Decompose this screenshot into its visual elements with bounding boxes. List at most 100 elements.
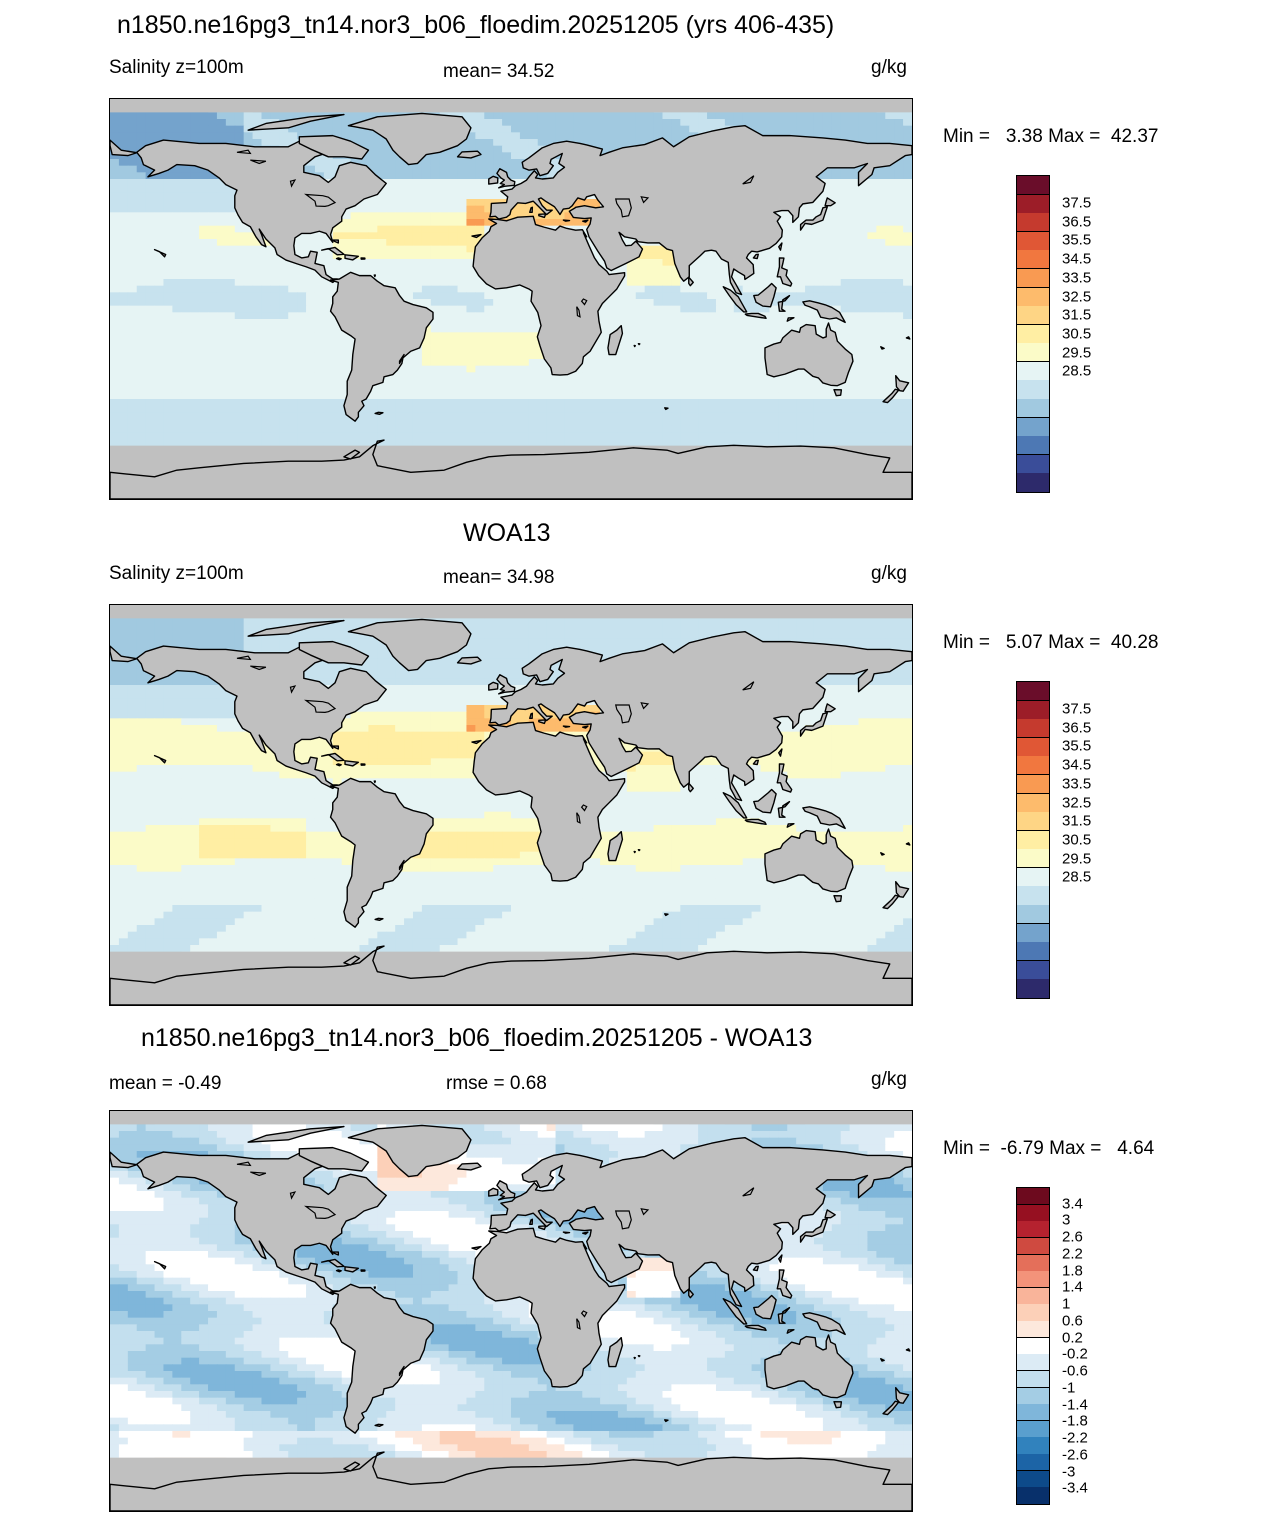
colorbar-tick-label: 35.5 <box>1062 737 1092 755</box>
colorbar-swatch <box>1017 793 1049 813</box>
colorbar-swatch <box>1017 923 1049 943</box>
colorbar-swatch <box>1017 1337 1049 1355</box>
map-plot <box>110 1111 912 1511</box>
colorbar-tick-label: 31.5 <box>1062 812 1092 830</box>
colorbar-tick-label: 34.5 <box>1062 756 1092 774</box>
colorbar-swatch <box>1017 324 1049 344</box>
colorbar-tick-label: 3 <box>1062 1211 1071 1229</box>
colorbar-swatch <box>1017 343 1049 363</box>
colorbar-swatch <box>1017 1204 1049 1222</box>
colorbar-swatch <box>1017 682 1049 702</box>
panel-2-colorbar <box>1016 681 1050 999</box>
panel-2-mean-label: mean= 34.98 <box>443 567 555 588</box>
panel-1-colorbar <box>1016 175 1050 493</box>
panel-3-title: n1850.ne16pg3_tn14.nor3_b06_floedim.2025… <box>141 1024 813 1052</box>
panel-1-title: n1850.ne16pg3_tn14.nor3_b06_floedim.2025… <box>117 11 835 39</box>
colorbar-tick-label: 28.5 <box>1062 868 1092 886</box>
colorbar-tick-label: 32.5 <box>1062 794 1092 812</box>
colorbar-tick-label: 29.5 <box>1062 850 1092 868</box>
colorbar-swatch <box>1017 1470 1049 1488</box>
colorbar-swatch <box>1017 1354 1049 1372</box>
colorbar-swatch <box>1017 867 1049 887</box>
colorbar-tick-label: 0.6 <box>1062 1312 1083 1330</box>
panel-2-variable-label: Salinity z=100m <box>109 563 244 584</box>
panel-2-units-label: g/kg <box>871 563 907 584</box>
colorbar-tick-label: 34.5 <box>1062 250 1092 268</box>
colorbar-swatch <box>1017 1287 1049 1305</box>
colorbar-swatch <box>1017 719 1049 739</box>
colorbar-tick-label: 1.4 <box>1062 1278 1083 1296</box>
colorbar-swatch <box>1017 1404 1049 1422</box>
colorbar-tick-label: 35.5 <box>1062 231 1092 249</box>
land-masses <box>110 1124 912 1511</box>
colorbar-swatch <box>1017 417 1049 437</box>
colorbar-tick-label: -0.6 <box>1062 1362 1088 1380</box>
colorbar-swatch <box>1017 176 1049 196</box>
colorbar-tick-label: 32.5 <box>1062 288 1092 306</box>
colorbar-swatch <box>1017 436 1049 456</box>
colorbar-swatch <box>1017 1420 1049 1438</box>
land-masses <box>110 112 912 499</box>
colorbar-swatch <box>1017 1437 1049 1455</box>
colorbar-swatch <box>1017 231 1049 251</box>
colorbar-swatch <box>1017 1254 1049 1272</box>
panel-1-units-label: g/kg <box>871 57 907 78</box>
colorbar-tick-label: -1 <box>1062 1379 1076 1397</box>
colorbar-swatch <box>1017 380 1049 400</box>
panel-3-mean-label: mean = -0.49 <box>109 1073 222 1094</box>
colorbar-tick-label: -2.2 <box>1062 1429 1088 1447</box>
colorbar-swatch <box>1017 1271 1049 1289</box>
colorbar-swatch <box>1017 1370 1049 1389</box>
panel-1-minmax: Min = 3.38 Max = 42.37 <box>943 126 1159 147</box>
colorbar-swatch <box>1017 849 1049 869</box>
colorbar-tick-label: 1 <box>1062 1295 1071 1313</box>
colorbar-swatch <box>1017 774 1049 795</box>
colorbar-swatch <box>1017 361 1049 381</box>
colorbar-tick-label: 31.5 <box>1062 306 1092 324</box>
panel-3-colorbar <box>1016 1187 1050 1505</box>
panel-3-map <box>109 1110 913 1512</box>
colorbar-tick-label: 36.5 <box>1062 213 1092 231</box>
colorbar-tick-label: 33.5 <box>1062 775 1092 793</box>
colorbar-tick-label: 28.5 <box>1062 362 1092 380</box>
colorbar-tick-label: 2.2 <box>1062 1245 1083 1263</box>
colorbar-tick-label: -3 <box>1062 1463 1076 1481</box>
colorbar-tick-label: -1.8 <box>1062 1412 1088 1430</box>
colorbar-swatch <box>1017 756 1049 776</box>
colorbar-swatch <box>1017 812 1049 832</box>
panel-2-title: WOA13 <box>463 519 551 547</box>
panel-2-map <box>109 604 913 1006</box>
colorbar-tick-label: 30.5 <box>1062 831 1092 849</box>
colorbar-swatch <box>1017 886 1049 906</box>
colorbar-tick-label: 3.4 <box>1062 1195 1083 1213</box>
colorbar-swatch <box>1017 1321 1049 1339</box>
colorbar-swatch <box>1017 960 1049 980</box>
panel-1-mean-label: mean= 34.52 <box>443 61 555 82</box>
panel-3-minmax: Min = -6.79 Max = 4.64 <box>943 1138 1155 1159</box>
colorbar-tick-label: -0.2 <box>1062 1345 1088 1363</box>
colorbar-tick-label: -1.4 <box>1062 1396 1088 1414</box>
colorbar-swatch <box>1017 268 1049 289</box>
colorbar-tick-label: -2.6 <box>1062 1446 1088 1464</box>
panel-2-minmax: Min = 5.07 Max = 40.28 <box>943 632 1159 653</box>
map-plot <box>110 605 912 1005</box>
colorbar-swatch <box>1017 306 1049 326</box>
panel-1-variable-label: Salinity z=100m <box>109 57 244 78</box>
colorbar-swatch <box>1017 250 1049 270</box>
colorbar-tick-label: 1.8 <box>1062 1262 1083 1280</box>
colorbar-tick-label: 37.5 <box>1062 700 1092 718</box>
colorbar-swatch <box>1017 399 1049 419</box>
colorbar-tick-label: 33.5 <box>1062 269 1092 287</box>
colorbar-swatch <box>1017 942 1049 962</box>
colorbar-swatch <box>1017 194 1049 214</box>
colorbar-tick-label: 37.5 <box>1062 194 1092 212</box>
colorbar-swatch <box>1017 979 1049 999</box>
colorbar-swatch <box>1017 287 1049 307</box>
colorbar-tick-label: -3.4 <box>1062 1479 1088 1497</box>
land-masses <box>110 618 912 1005</box>
colorbar-tick-label: 29.5 <box>1062 344 1092 362</box>
colorbar-swatch <box>1017 905 1049 925</box>
colorbar-swatch <box>1017 1304 1049 1322</box>
colorbar-swatch <box>1017 1188 1049 1206</box>
map-plot <box>110 99 912 499</box>
